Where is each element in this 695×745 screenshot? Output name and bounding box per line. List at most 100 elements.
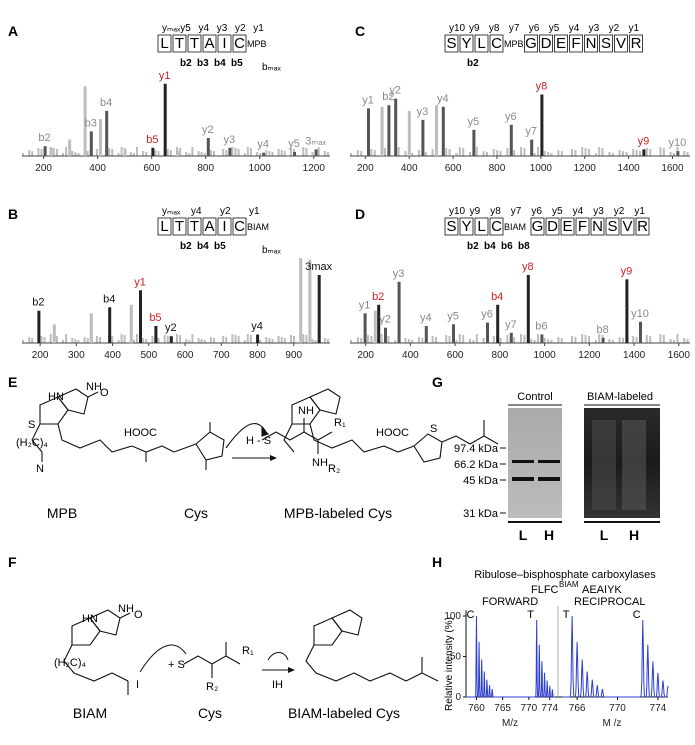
h-peak-tag: T <box>563 609 570 621</box>
sequence-residue: S <box>601 35 611 52</box>
noise-peak <box>74 152 77 156</box>
noise-peak <box>71 151 74 156</box>
noise-peak <box>234 335 237 343</box>
noise-peak <box>213 338 215 343</box>
atom-ih: IH <box>272 679 283 691</box>
spectrum-peak <box>387 105 391 156</box>
noise-peak <box>166 149 169 156</box>
noise-peak <box>683 338 686 343</box>
noise-peak <box>662 148 665 156</box>
sequence-residue: Y <box>461 35 471 52</box>
panel-letter-e: E <box>8 374 17 390</box>
spectrum-peak <box>496 304 500 344</box>
mpb-atom-hn: HN <box>48 391 64 403</box>
x-tick-label: 400 <box>402 350 419 361</box>
spectrum-peak <box>99 119 102 156</box>
top-ion-label: y2 <box>235 23 246 34</box>
peak-label: b2 <box>382 91 394 103</box>
panel-letter-a: A <box>8 23 18 39</box>
sequence-residue: S <box>446 218 456 235</box>
top-ion-label: y2 <box>614 206 625 217</box>
cys-atom-h-s: H - S <box>246 435 271 447</box>
peak-label: y4 <box>420 312 432 324</box>
noise-peak <box>645 148 648 156</box>
sequence-residue-box <box>524 34 538 53</box>
gel-band-control-h-66 <box>538 460 560 463</box>
x-tick-label: 1400 <box>623 350 646 361</box>
sequence-residue: C <box>491 35 502 52</box>
noise-peak <box>132 340 135 343</box>
noise-peak <box>424 152 427 156</box>
peak-label: y7 <box>525 126 537 138</box>
top-ion-label: y4 <box>199 23 210 34</box>
sequence-residue-box <box>172 217 187 236</box>
noise-peak <box>185 339 188 343</box>
noise-peak <box>356 150 359 156</box>
sequence-residue-box <box>474 34 489 53</box>
noise-peak <box>136 147 138 156</box>
spectrum-peak <box>228 147 232 156</box>
spectrum-peak <box>380 106 384 156</box>
sequence-residue-box <box>545 217 560 236</box>
sequence-residue-box <box>489 217 504 236</box>
spectrum-peak <box>89 131 93 156</box>
sequence-residue-box <box>459 217 474 236</box>
biam-attack-arrow <box>139 644 187 673</box>
noise-peak <box>120 147 123 156</box>
sequence-modification: BIAM <box>504 222 526 232</box>
noise-peak <box>111 149 114 156</box>
noise-peak <box>136 334 138 343</box>
noise-peak <box>283 338 286 343</box>
gel-header-biam: BIAM-labeled <box>587 391 653 403</box>
peak-label: y2 <box>389 85 401 97</box>
spectrum-peak <box>299 258 303 343</box>
noise-peak <box>222 149 225 156</box>
noise-peak <box>659 147 662 156</box>
sequence-residue: V <box>622 218 632 235</box>
noise-peak <box>117 153 120 156</box>
noise-peak <box>373 150 376 156</box>
mpb-reaction-scheme: HN NH O S (H₂C)₄ HOOC N H - S NH R₁ NH R… <box>16 381 499 521</box>
noise-peak <box>445 148 448 156</box>
panel-letter-d: D <box>355 206 365 222</box>
peak-label: y1 <box>159 70 171 82</box>
reaction-arrowhead-f <box>288 667 295 673</box>
noise-peak <box>469 152 471 156</box>
noise-peak <box>367 335 369 343</box>
noise-peak <box>246 147 249 156</box>
noise-peak <box>686 339 689 343</box>
peak-label: b3 <box>85 117 97 129</box>
x-tick-label: 1200 <box>578 350 601 361</box>
noise-peak <box>550 340 553 343</box>
x-tick-label: 1000 <box>249 163 272 174</box>
sequence-modification: BIAM <box>247 222 269 232</box>
noise-peak <box>588 149 590 156</box>
noise-peak <box>99 337 101 343</box>
noise-peak <box>482 338 485 343</box>
noise-peak <box>475 147 478 156</box>
sequence-residue-box <box>530 217 545 236</box>
noise-peak <box>231 334 234 343</box>
noise-peak <box>523 148 526 156</box>
noise-peak <box>191 147 194 156</box>
peak-label: b2 <box>372 291 384 303</box>
top-ion-label: y10 <box>449 206 466 217</box>
cys-atom-r2: R₂ <box>328 463 340 475</box>
top-ion-label: y8 <box>489 23 500 34</box>
noise-peak <box>404 151 407 156</box>
noise-peak <box>31 338 34 343</box>
sequence-residue-box <box>474 217 489 236</box>
noise-peak <box>157 151 160 156</box>
noise-peak <box>157 338 160 343</box>
noise-peak <box>560 338 563 343</box>
noise-peak <box>676 334 679 343</box>
noise-peak <box>311 339 314 343</box>
noise-peak <box>225 337 228 343</box>
noise-peak <box>52 148 55 156</box>
noise-peak <box>213 151 215 156</box>
noise-peak <box>350 340 352 343</box>
noise-peak <box>407 339 410 343</box>
sequence-residue-box <box>459 34 474 53</box>
noise-peak <box>65 334 68 343</box>
noise-peak <box>317 147 320 156</box>
